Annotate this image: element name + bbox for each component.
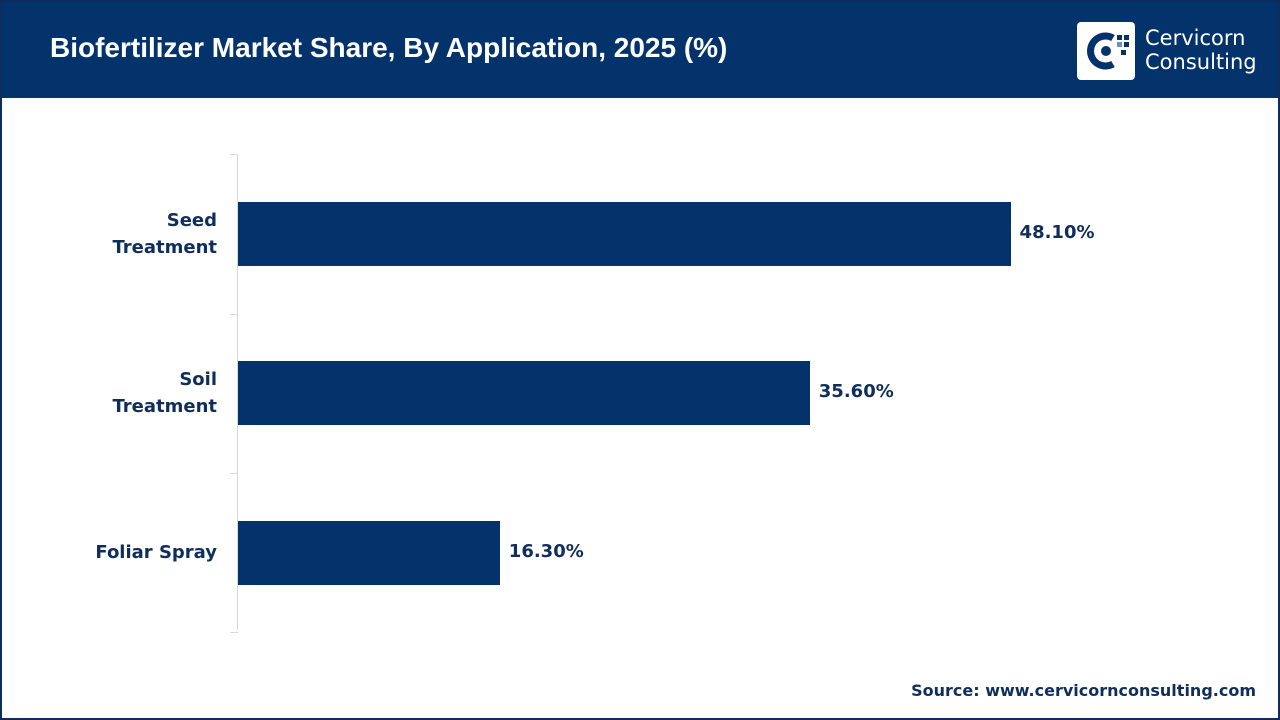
category-label: Foliar Spray [95, 541, 217, 563]
bar [238, 201, 1011, 266]
source-note: Source: www.cervicornconsulting.com [911, 681, 1256, 700]
logo-wordmark: Cervicorn Consulting [1145, 26, 1257, 74]
brand-logo: Cervicorn Consulting [1077, 22, 1259, 80]
bar-chart: Seed Treatment 48.10% Soil Treatment 35.60% Fo… [2, 98, 1278, 658]
data-label: 16.30% [508, 540, 584, 562]
axis-tick [230, 631, 238, 633]
logo-line-1: Cervicorn [1145, 26, 1246, 50]
header-banner: Biofertilizer Market Share, By Applicati… [2, 2, 1278, 98]
axis-tick [230, 154, 238, 155]
page-title: Biofertilizer Market Share, By Applicati… [50, 32, 728, 63]
category-label: Soil Treatment [112, 369, 217, 418]
logo-line-2: Consulting [1145, 50, 1257, 74]
axis-tick [230, 313, 238, 315]
category-label: Seed Treatment [112, 209, 217, 258]
category-axis [237, 154, 238, 630]
data-label: 48.10% [1019, 221, 1095, 243]
axis-tick [230, 473, 238, 474]
data-label: 35.60% [818, 381, 894, 403]
bar [238, 520, 500, 585]
cervicorn-logo-icon [1077, 22, 1135, 80]
bar [238, 361, 810, 426]
